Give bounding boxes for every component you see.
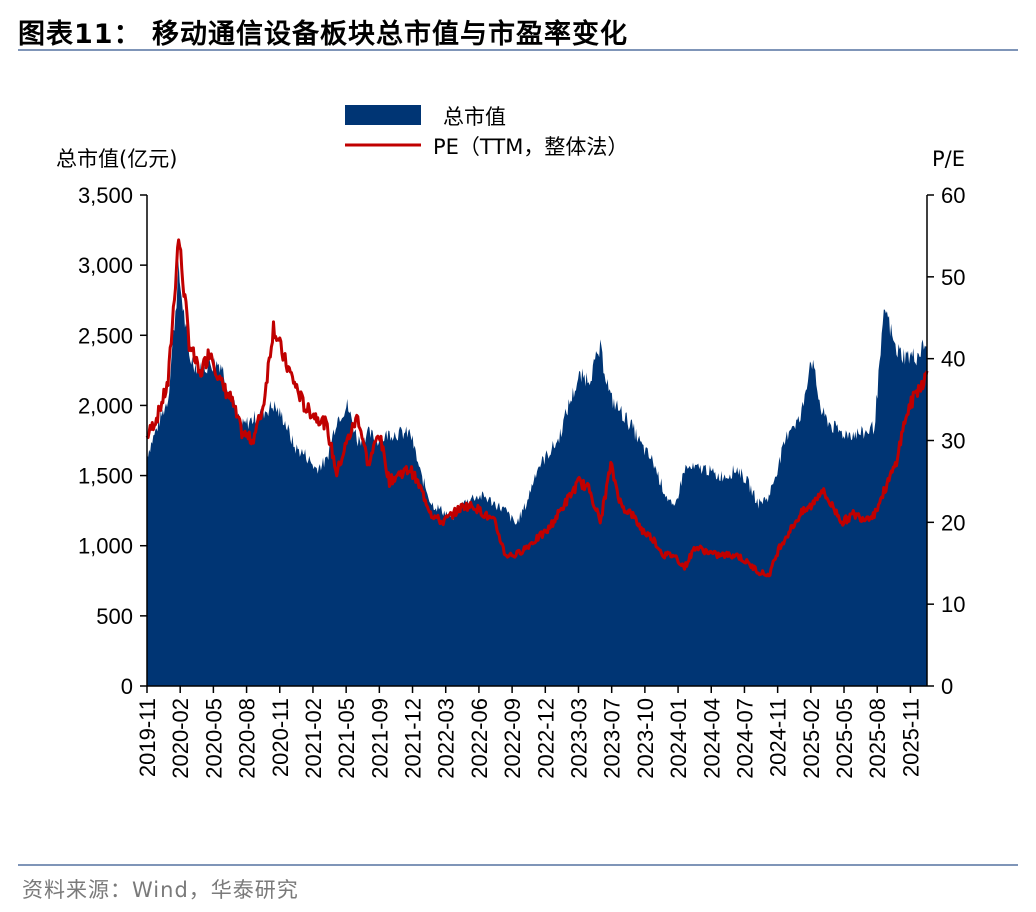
x-tick-label: 2021-05 (334, 698, 359, 779)
right-tick-label: 40 (941, 347, 965, 372)
left-tick-label: 3,500 (78, 183, 133, 208)
left-tick-label: 2,500 (78, 323, 133, 348)
left-tick-label: 2,000 (78, 393, 133, 418)
right-axis-ticks: 0 10 20 30 40 50 60 (927, 183, 965, 699)
x-tick-label: 2024-07 (732, 698, 757, 779)
combo-chart: 总市值 PE（TTM，整体法） 总市值(亿元) P/E 05001,0001,5… (56, 105, 965, 779)
right-tick-label: 20 (941, 510, 965, 535)
x-tick-label: 2020-02 (168, 698, 193, 779)
pe-line (145, 238, 929, 578)
x-tick-label: 2020-08 (235, 698, 260, 779)
legend-label-pe: PE（TTM，整体法） (433, 135, 628, 159)
left-axis-title: 总市值(亿元) (56, 147, 177, 171)
x-tick-label: 2024-01 (666, 698, 691, 779)
x-tick-label: 2020-05 (201, 698, 226, 779)
x-tick-label: 2023-10 (633, 698, 658, 779)
legend-label-market-cap: 总市值 (443, 105, 506, 129)
right-tick-label: 50 (941, 265, 965, 290)
market-cap-area (147, 260, 927, 686)
source-note: 资料来源：Wind，华泰研究 (22, 878, 299, 902)
right-tick-label: 60 (941, 183, 965, 208)
left-tick-label: 500 (96, 604, 133, 629)
x-tick-label: 2019-11 (135, 698, 160, 777)
right-axis-title: P/E (932, 147, 965, 171)
x-tick-label: 2024-04 (699, 698, 724, 779)
x-tick-label: 2022-12 (533, 698, 558, 779)
right-tick-label: 10 (941, 592, 965, 617)
x-tick-label: 2025-05 (832, 698, 857, 779)
title-divider (18, 49, 1018, 51)
x-tick-label: 2020-11 (268, 698, 293, 777)
x-tick-label: 2025-08 (865, 698, 890, 779)
source-divider (18, 864, 1018, 866)
left-tick-label: 1,500 (78, 464, 133, 489)
x-tick-label: 2022-06 (467, 698, 492, 779)
x-tick-label: 2025-11 (898, 698, 923, 777)
chart-title: 图表11： 移动通信设备板块总市值与市盈率变化 (18, 19, 628, 50)
x-tick-label: 2021-12 (401, 698, 426, 779)
left-tick-label: 0 (121, 674, 133, 699)
x-tick-label: 2022-09 (500, 698, 525, 779)
x-tick-label: 2023-07 (600, 698, 625, 779)
x-tick-label: 2021-09 (367, 698, 392, 779)
right-tick-label: 30 (941, 429, 965, 454)
left-tick-label: 1,000 (78, 534, 133, 559)
right-tick-label: 0 (941, 674, 953, 699)
x-tick-label: 2025-02 (799, 698, 824, 779)
left-axis-ticks: 0 500 1,000 1,500 2,000 2,500 3,000 3,500 (78, 183, 147, 699)
x-axis-ticks: 2019-11 2020-02 2020-05 2020-08 2020-11 2021-… (135, 686, 923, 779)
x-tick-label: 2024-11 (766, 698, 791, 777)
x-tick-label: 2021-02 (301, 698, 326, 779)
chart-legend: 总市值 PE（TTM，整体法） (345, 105, 628, 159)
left-tick-label: 3,000 (78, 253, 133, 278)
x-tick-label: 2023-03 (566, 698, 591, 779)
x-tick-label: 2022-03 (434, 698, 459, 779)
legend-swatch-market-cap (345, 105, 421, 125)
